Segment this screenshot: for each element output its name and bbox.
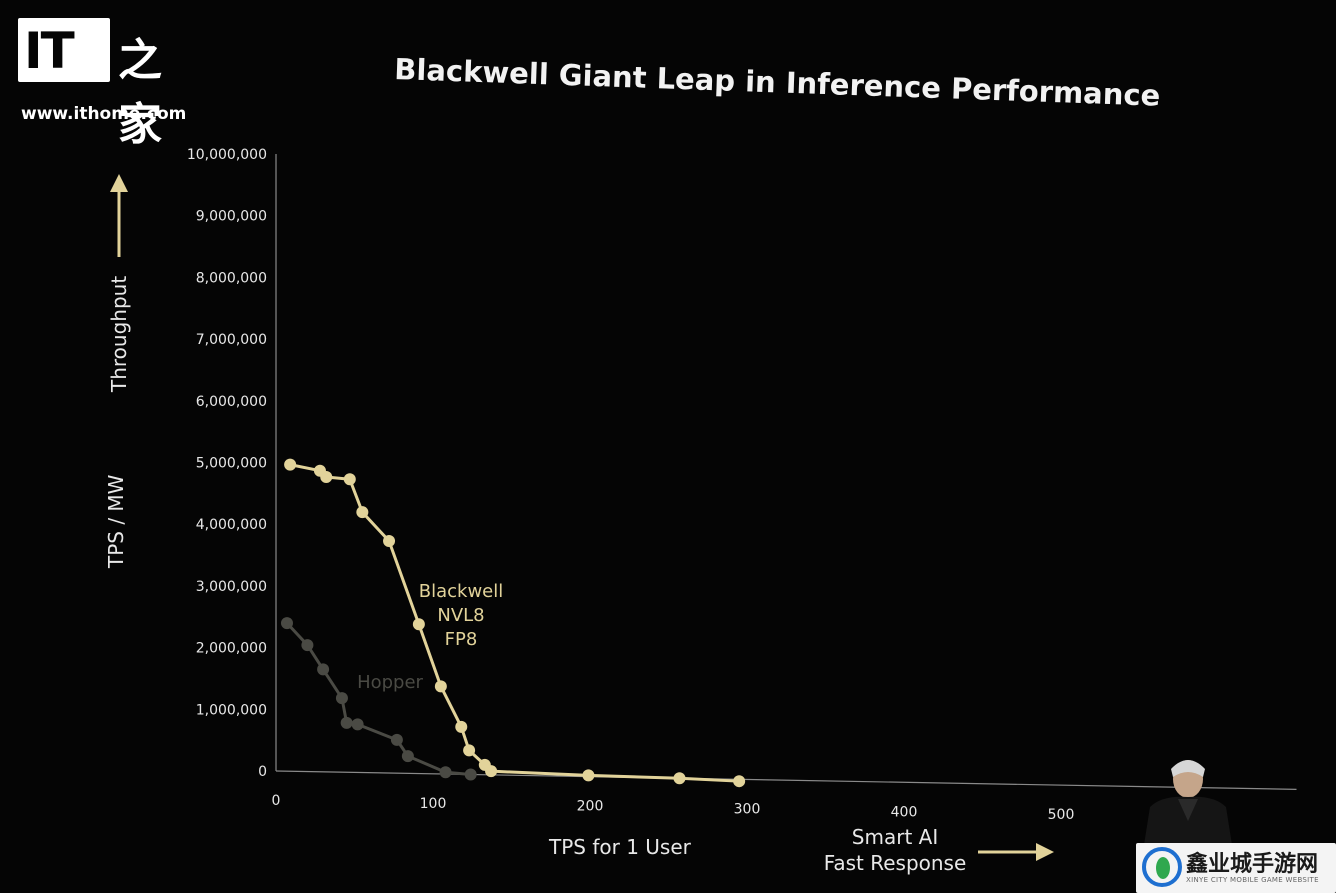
hopper-data-point — [464, 768, 477, 781]
watermark-subtext: XINYE CITY MOBILE GAME WEBSITE — [1186, 876, 1319, 884]
blackwell-data-point — [455, 720, 468, 733]
hopper-data-point — [340, 716, 353, 729]
hopper-data-point — [390, 733, 403, 746]
blackwell-series-label: FP8 — [445, 629, 478, 650]
y-tick-label: 10,000,000 — [187, 147, 267, 163]
blackwell-data-point — [412, 618, 425, 631]
logo-letters: IT — [24, 22, 75, 80]
y-axis-throughput-label: Throughput — [107, 275, 131, 392]
blackwell-data-point — [733, 775, 746, 788]
blackwell-data-point — [320, 470, 333, 483]
x-tick-label: 0 — [272, 793, 281, 809]
blackwell-data-point — [673, 772, 686, 785]
blackwell-series-label: Blackwell — [419, 581, 504, 602]
y-tick-label: 9,000,000 — [196, 209, 267, 225]
hopper-data-point — [351, 718, 364, 731]
hopper-data-point — [280, 617, 293, 630]
blackwell-data-point — [485, 765, 498, 778]
hopper-data-point — [439, 766, 452, 779]
x-axis-right-label: Smart AI Fast Response — [820, 824, 970, 876]
hopper-data-point — [401, 750, 414, 763]
y-tick-label: 5,000,000 — [196, 456, 267, 472]
hopper-data-point — [335, 692, 348, 705]
blackwell-data-point — [284, 458, 297, 471]
smart-ai-label: Smart AI — [851, 825, 939, 849]
logo-url: www.ithome.com — [21, 104, 187, 124]
y-tick-label: 7,000,000 — [196, 332, 267, 348]
y-tick-label: 0 — [258, 764, 267, 780]
hopper-data-point — [301, 639, 314, 652]
hopper-data-point — [317, 663, 330, 676]
watermark-text: 鑫业城手游网 — [1186, 852, 1319, 877]
blackwell-series-label: NVL8 — [437, 605, 484, 626]
x-tick-label: 300 — [734, 801, 761, 817]
x-tick-label: 200 — [577, 799, 604, 815]
y-tick-label: 4,000,000 — [196, 517, 267, 533]
y-tick-label: 6,000,000 — [196, 394, 267, 410]
logo-box: IT — [18, 18, 110, 82]
logo-chinese: 之家 — [118, 35, 162, 150]
corner-watermark: 鑫业城手游网 XINYE CITY MOBILE GAME WEBSITE — [1136, 843, 1336, 893]
blackwell-data-point — [434, 680, 447, 693]
x-axis-label: TPS for 1 User — [549, 835, 691, 859]
y-tick-label: 8,000,000 — [196, 270, 267, 286]
presenter-image — [1144, 760, 1232, 845]
y-tick-label: 3,000,000 — [196, 579, 267, 595]
blackwell-data-point — [383, 535, 396, 548]
x-tick-label: 400 — [891, 804, 918, 820]
throughput-arrow-icon — [110, 174, 128, 192]
y-tick-label: 2,000,000 — [196, 641, 267, 657]
blackwell-data-point — [356, 506, 369, 519]
fast-response-arrow-icon — [1036, 843, 1054, 861]
y-axis-label: TPS / MW — [104, 474, 128, 568]
blackwell-data-point — [582, 769, 595, 782]
y-tick-label: 1,000,000 — [196, 702, 267, 718]
hopper-series-line — [285, 622, 471, 776]
fast-response-label: Fast Response — [823, 851, 967, 875]
x-tick-label: 100 — [420, 796, 447, 812]
x-tick-label: 500 — [1048, 807, 1075, 823]
blackwell-data-point — [463, 744, 476, 757]
hopper-series-label: Hopper — [357, 672, 423, 693]
watermark-logo-icon — [1142, 847, 1182, 887]
blackwell-data-point — [343, 473, 356, 486]
